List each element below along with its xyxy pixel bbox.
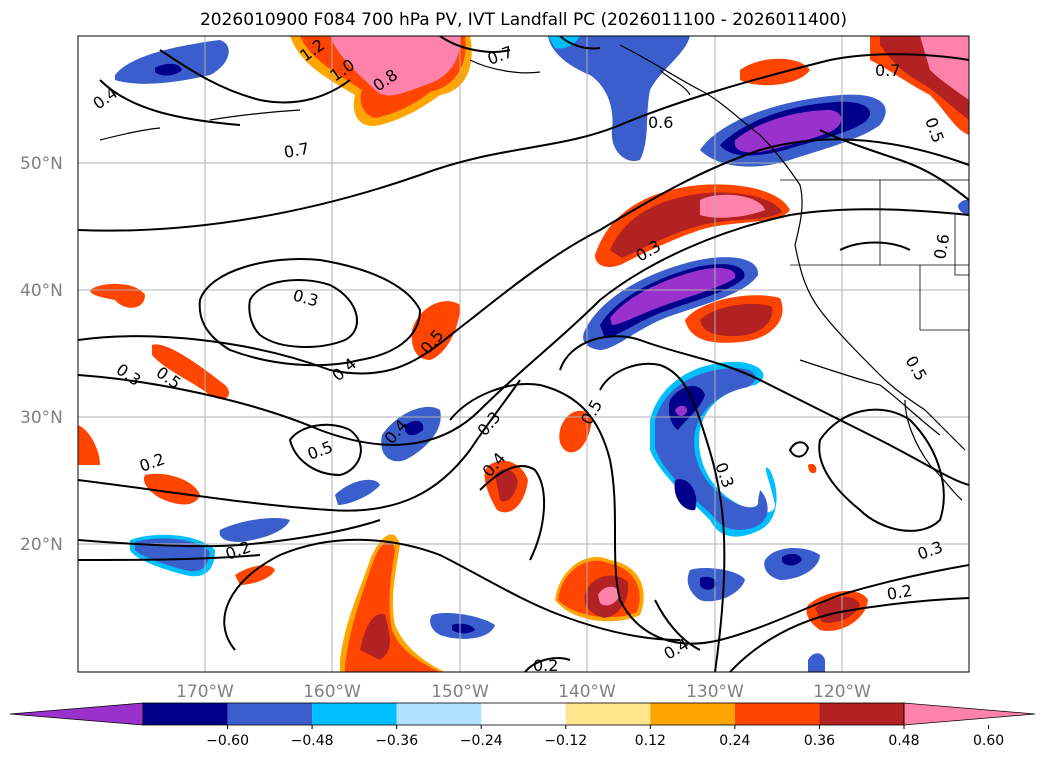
contour-label: 0.7	[282, 139, 310, 162]
colorbar-extend-high	[903, 702, 1036, 726]
colorbar-tick-label: −0.12	[544, 733, 587, 749]
colorbar-tick-label: 0.36	[804, 733, 835, 749]
colorbar-segment	[312, 703, 397, 725]
colorbar-segment	[819, 703, 904, 725]
contour-label: 0.2	[533, 656, 558, 675]
lat-label-50n: 50°N	[20, 154, 63, 174]
contour-label: 0.2	[885, 581, 913, 604]
contour-label: 0.6	[930, 232, 953, 260]
lon-label-120w: 120°W	[813, 682, 871, 702]
contour-label: 0.6	[648, 113, 673, 132]
colorbar-tick-label: 0.24	[719, 733, 750, 749]
lat-label-30n: 30°N	[20, 408, 63, 428]
colorbar-tick-label: −0.48	[291, 733, 334, 749]
map-title: 2026010900 F084 700 hPa PV, IVT Landfall…	[199, 10, 847, 30]
lon-label-170w: 170°W	[176, 682, 234, 702]
lon-label-150w: 150°W	[431, 682, 489, 702]
colorbar-segment	[481, 703, 566, 725]
colorbar-tick-label: −0.24	[460, 733, 503, 749]
lat-label-40n: 40°N	[20, 281, 63, 301]
lon-label-160w: 160°W	[303, 682, 361, 702]
colorbar-segment	[227, 703, 313, 725]
colorbar-tick-label: 0.48	[888, 733, 919, 749]
colorbar-segment	[565, 703, 651, 725]
contour-label: 0.7	[875, 61, 900, 80]
colorbar-tick-label: −0.36	[375, 733, 418, 749]
pv-contour-lines	[78, 36, 969, 672]
latitude-labels: 50°N 40°N 30°N 20°N	[20, 154, 63, 555]
lon-label-130w: 130°W	[686, 682, 744, 702]
colorbar-extend-low	[9, 702, 144, 726]
colorbar: −0.60 −0.48 −0.36 −0.24 −0.12 0.12 0.24 0.36 0.4…	[9, 702, 1036, 749]
negative-pv-anomalies	[115, 36, 969, 672]
colorbar-segment	[650, 703, 735, 725]
positive-pv-anomalies	[78, 36, 969, 672]
lat-label-20n: 20°N	[20, 535, 63, 555]
colorbar-tick-label: 0.60	[973, 733, 1004, 749]
gridlines	[78, 36, 969, 672]
longitude-labels: 170°W 160°W 150°W 140°W 130°W 120°W	[176, 682, 871, 702]
colorbar-segment	[143, 703, 228, 725]
colorbar-tick-label: 0.12	[635, 733, 666, 749]
colorbar-segment	[396, 703, 482, 725]
lon-label-140w: 140°W	[558, 682, 616, 702]
map-panel: 1.2 1.0 0.8 0.7 0.4 0.6 0.7 0.7 0.5 0.3 …	[78, 36, 969, 675]
map-border	[77, 35, 970, 673]
colorbar-segment	[734, 703, 820, 725]
colorbar-border	[142, 702, 905, 726]
colorbar-tick-label: −0.60	[206, 733, 249, 749]
